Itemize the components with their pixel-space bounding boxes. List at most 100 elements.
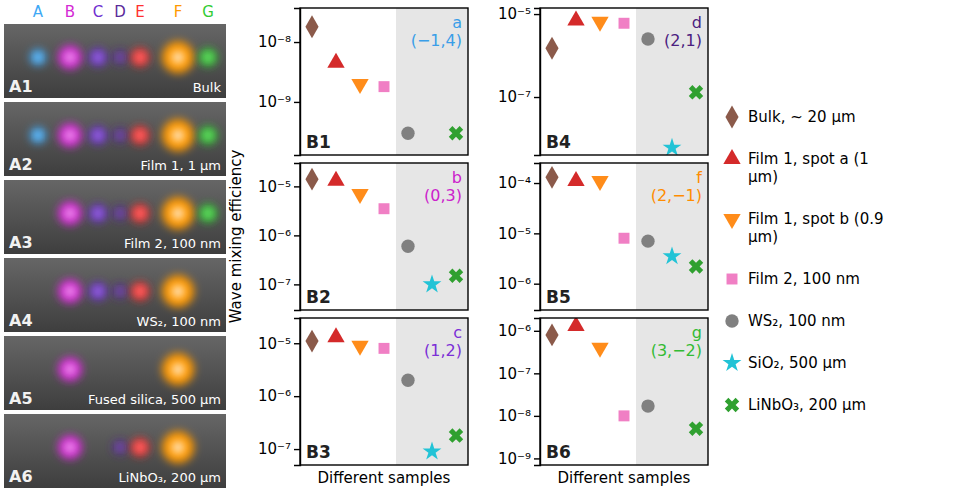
panel-title: c(1,2) (424, 323, 462, 360)
data-point (619, 410, 630, 421)
photo-background (4, 180, 226, 254)
y-tick-label: 10⁻⁸ (258, 33, 291, 51)
spot-label: E (135, 3, 144, 21)
legend-label: WS₂, 100 nm (748, 312, 845, 330)
light-spot-core (172, 285, 184, 297)
y-tick-label: 10⁻⁷ (498, 88, 531, 106)
panel-title: a(−1,4) (411, 13, 462, 50)
photo-panel: A3Film 2, 100 nm (4, 180, 226, 254)
spot-label: B (65, 3, 75, 21)
light-spot-glow (162, 353, 194, 385)
light-spot-core (95, 133, 100, 138)
plot-frame (540, 318, 708, 465)
photo-panel: A1Bulk (4, 24, 226, 98)
y-tick-label: 10⁻⁶ (258, 387, 291, 405)
plot-frame (300, 8, 468, 155)
data-point (591, 17, 608, 32)
y-tick: 10⁻⁴ (498, 174, 540, 192)
y-tick-mark (534, 416, 540, 417)
y-tick-mark (294, 343, 300, 344)
panel-label: B2 (306, 287, 331, 307)
light-spot-glow (30, 49, 46, 65)
light-spot-glow (58, 435, 82, 459)
light-spot-core (118, 55, 122, 59)
plot-background (540, 8, 708, 155)
shaded-region (396, 8, 468, 155)
shaded-region (636, 318, 708, 465)
y-tick-label: 10⁻⁷ (498, 365, 531, 383)
y-tick: 10⁻⁸ (498, 407, 540, 425)
legend-entry: SiO₂, 500 µm (723, 353, 847, 372)
plot-background (300, 8, 468, 155)
legend-entry: Bulk, ~ 20 µm (725, 106, 855, 129)
photo-panel: A5Fused silica, 500 µm (4, 336, 226, 410)
y-axis: 10⁻⁷10⁻⁶10⁻⁵ (258, 164, 301, 311)
data-point (351, 79, 368, 94)
light-spot-glow (30, 127, 46, 143)
y-tick-mark (294, 42, 300, 43)
photo-label: A2 (9, 155, 33, 174)
light-spot-core (137, 55, 142, 60)
y-tick: 10⁻⁷ (258, 276, 300, 294)
light-spot-core (172, 51, 184, 63)
light-spot-core (66, 53, 74, 61)
y-tick: 10⁻⁶ (498, 275, 540, 293)
data-point (619, 233, 630, 244)
light-spot-glow (113, 50, 127, 64)
chart-panel: 10⁻⁹10⁻⁸10⁻⁷10⁻⁶g(3,−2)B6 (498, 316, 708, 468)
data-point (379, 203, 390, 214)
panel-title: f(2,−1) (651, 168, 703, 205)
light-spot-core (205, 55, 210, 60)
chart-panel: 10⁻⁹ 10⁻⁸ a(−1,4) B1 (258, 8, 468, 156)
light-spot-core (118, 211, 122, 215)
legend-label: Film 2, 100 nm (748, 270, 860, 288)
light-spot-glow (162, 275, 194, 307)
y-tick: 10⁻⁹ (498, 450, 540, 468)
panel-label: B5 (546, 287, 571, 307)
legend-label: Bulk, ~ 20 µm (748, 108, 856, 126)
legend-marker (721, 394, 743, 416)
photo-label: A1 (9, 77, 33, 96)
light-spot-glow (131, 204, 149, 222)
panel-subtitle: (0,3) (424, 186, 462, 205)
photo-label: A3 (9, 233, 33, 252)
panel-label: B1 (306, 132, 331, 152)
data-point (567, 10, 584, 25)
photo-caption: LiNbO₃, 200 µm (119, 470, 221, 485)
data-point (351, 189, 368, 204)
panel-title: b(0,3) (424, 168, 462, 205)
panel-label: B6 (546, 442, 571, 462)
panel-label: B4 (546, 132, 571, 152)
y-tick-mark (534, 373, 540, 374)
panel-subtitle: (2,1) (664, 31, 702, 50)
panel-title: d(2,1) (664, 13, 702, 50)
plot-frame (540, 163, 708, 310)
y-tick-mark (534, 97, 540, 98)
data-point (423, 442, 442, 460)
legend-marker (723, 149, 740, 164)
x-axis-title: Different samples (558, 469, 691, 487)
markers (545, 318, 706, 439)
shaded-region (636, 163, 708, 310)
y-tick-mark (534, 331, 540, 332)
y-tick-mark (534, 183, 540, 184)
y-tick: 10⁻⁶ (498, 322, 540, 340)
markers (305, 15, 466, 144)
y-tick: 10⁻⁵ (498, 5, 540, 23)
y-axis: 10⁻⁷10⁻⁶10⁻⁵ (258, 319, 301, 466)
x-axis-title: Different samples (318, 469, 451, 487)
y-tick: 10⁻⁹ (258, 93, 300, 111)
light-spot-glow (89, 282, 107, 300)
plot-frame (540, 8, 708, 155)
photo-caption: Film 1, 1 µm (141, 158, 221, 173)
data-point (351, 341, 368, 356)
light-spot-core (95, 289, 100, 294)
light-spot-glow (113, 206, 127, 220)
y-tick: 10⁻⁶ (258, 387, 300, 405)
y-tick-label: 10⁻⁷ (258, 440, 291, 458)
light-spot-glow (113, 284, 127, 298)
data-point (641, 399, 654, 412)
y-axis: 10⁻⁹ 10⁻⁸ (258, 9, 301, 156)
spot-label: C (93, 3, 103, 21)
panel-subtitle: (1,2) (424, 341, 462, 360)
